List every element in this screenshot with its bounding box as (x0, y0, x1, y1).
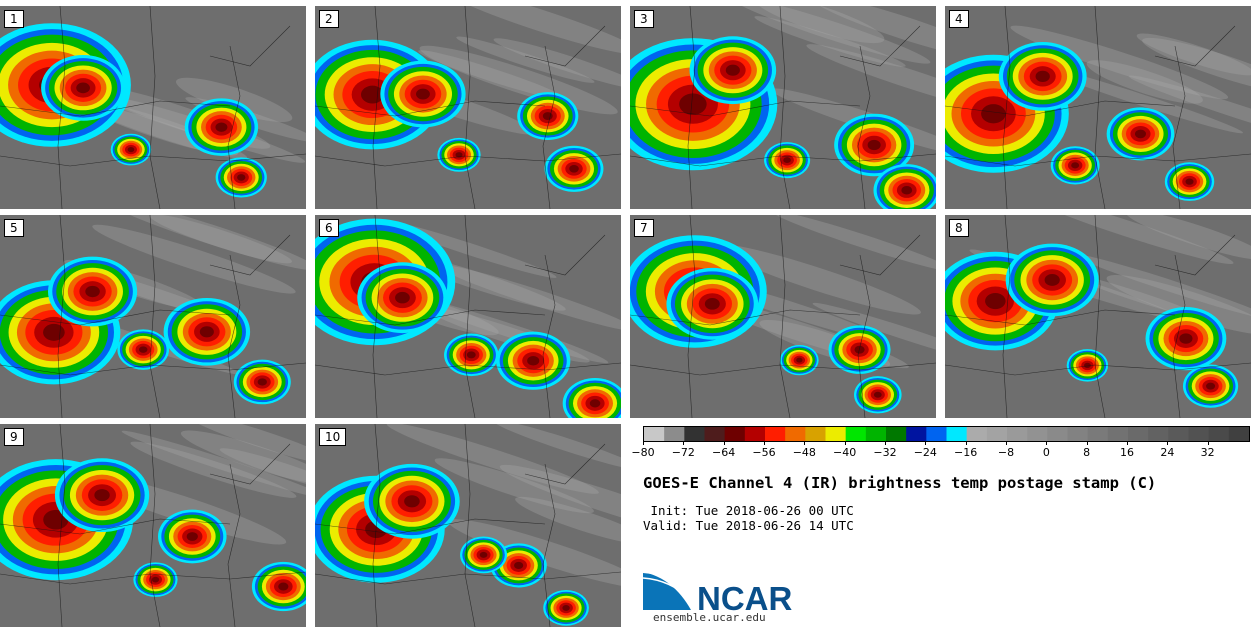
postage-stamp-panel: 10 (315, 424, 621, 627)
colorbar-tick-label: 16 (1120, 446, 1134, 459)
colorbar-swatch (1107, 427, 1129, 441)
colorbar-tick-label: 0 (1042, 446, 1050, 459)
colorbar-tick (925, 441, 927, 445)
colorbar-swatch (805, 427, 826, 441)
postage-stamp-panel: 2 (315, 6, 621, 209)
colorbar-tick (1167, 441, 1169, 445)
colorbar-swatch (946, 427, 968, 441)
colorbar-swatch (906, 427, 927, 441)
colorbar-swatch (704, 427, 726, 441)
colorbar-tick-label: −72 (671, 446, 695, 459)
colorbar-swatch (1148, 427, 1169, 441)
postage-stamp-panel: 5 (0, 215, 306, 418)
colorbar-swatch (785, 427, 806, 441)
colorbar-swatch (724, 427, 746, 441)
colorbar-swatch (664, 427, 685, 441)
colorbar-tick (1046, 441, 1048, 445)
colorbar-tick-label: 8 (1083, 446, 1091, 459)
stamp-number: 10 (319, 428, 347, 446)
colorbar-swatch (1067, 427, 1089, 441)
stamp-number: 4 (949, 10, 969, 28)
colorbar-swatch (1027, 427, 1048, 441)
colorbar-swatch (1007, 427, 1028, 441)
colorbar-tick (643, 441, 644, 445)
colorbar-swatch (1168, 427, 1189, 441)
colorbar-tick-label: −16 (954, 446, 978, 459)
colorbar-tick-label: −80 (631, 446, 655, 459)
colorbar-tick (764, 441, 765, 445)
colorbar-swatch (1128, 427, 1149, 441)
stamp-number: 2 (319, 10, 339, 28)
colorbar-tick-label: −48 (792, 446, 816, 459)
postage-stamp-panel: 8 (945, 215, 1251, 418)
stamp-number: 7 (634, 219, 654, 237)
colorbar-tick-label: −8 (997, 446, 1015, 459)
init-time: Init: Tue 2018-06-26 00 UTC (643, 503, 854, 518)
postage-stamp-panel: 1 (0, 6, 306, 209)
colorbar-tick (1086, 441, 1088, 445)
colorbar-tick-label: 24 (1160, 446, 1175, 459)
stamp-number: 6 (319, 219, 339, 237)
colorbar-swatch (825, 427, 847, 441)
colorbar-swatch (966, 427, 988, 441)
ncar-logo: NCAR (643, 571, 792, 615)
ensemble-url: ensemble.ucar.edu (653, 611, 766, 624)
postage-stamp-panel: 6 (315, 215, 621, 418)
postage-stamp-panel: 4 (945, 6, 1251, 209)
colorbar-tick (885, 441, 886, 445)
colorbar-tick (804, 441, 806, 445)
colorbar-tick (844, 441, 846, 445)
ncar-logo-text: NCAR (697, 580, 792, 615)
stamp-number: 1 (4, 10, 24, 28)
colorbar-tick-label: −24 (913, 446, 937, 459)
colorbar-swatch (644, 427, 665, 441)
postage-stamp-panel: 9 (0, 424, 306, 627)
postage-stamp-panel: 3 (630, 6, 936, 209)
colorbar-tick-label: −64 (712, 446, 736, 459)
stamp-number: 5 (4, 219, 24, 237)
colorbar-tick-label: −40 (833, 446, 857, 459)
colorbar-swatch (845, 427, 867, 441)
colorbar-swatch (1087, 427, 1109, 441)
colorbar-swatch (1228, 427, 1249, 441)
colorbar-tick (683, 441, 685, 445)
colorbar-swatch (886, 427, 907, 441)
stamp-number: 8 (949, 219, 969, 237)
colorbar-tick-label: −32 (873, 446, 897, 459)
colorbar-tick-label: −56 (752, 446, 776, 459)
colorbar-swatch (1188, 427, 1210, 441)
stamp-number: 9 (4, 428, 24, 446)
colorbar-tick-label: 32 (1200, 446, 1215, 459)
colorbar-swatch (744, 427, 766, 441)
colorbar-tick (965, 441, 967, 445)
stamp-number: 3 (634, 10, 654, 28)
valid-time: Valid: Tue 2018-06-26 14 UTC (643, 518, 854, 533)
colorbar-ticks: −80 −72 −64 −56 −48 −40 −32 −24 −16 −8 0 8 16 24 32 (631, 441, 1248, 461)
colorbar-swatch (926, 427, 947, 441)
postage-stamp-panel: 7 (630, 215, 936, 418)
colorbar-swatch (684, 427, 705, 441)
colorbar-swatch (865, 427, 887, 441)
colorbar-tick (1207, 441, 1209, 445)
colorbar-tick (1006, 441, 1007, 445)
colorbar (643, 426, 1250, 442)
colorbar-tick (1127, 441, 1128, 445)
colorbar-swatch (1208, 427, 1230, 441)
colorbar-swatch (986, 427, 1008, 441)
colorbar-swatch (765, 427, 786, 441)
chart-title: GOES-E Channel 4 (IR) brightness temp po… (643, 474, 1157, 492)
colorbar-tick (723, 441, 725, 445)
colorbar-swatch (1047, 427, 1068, 441)
